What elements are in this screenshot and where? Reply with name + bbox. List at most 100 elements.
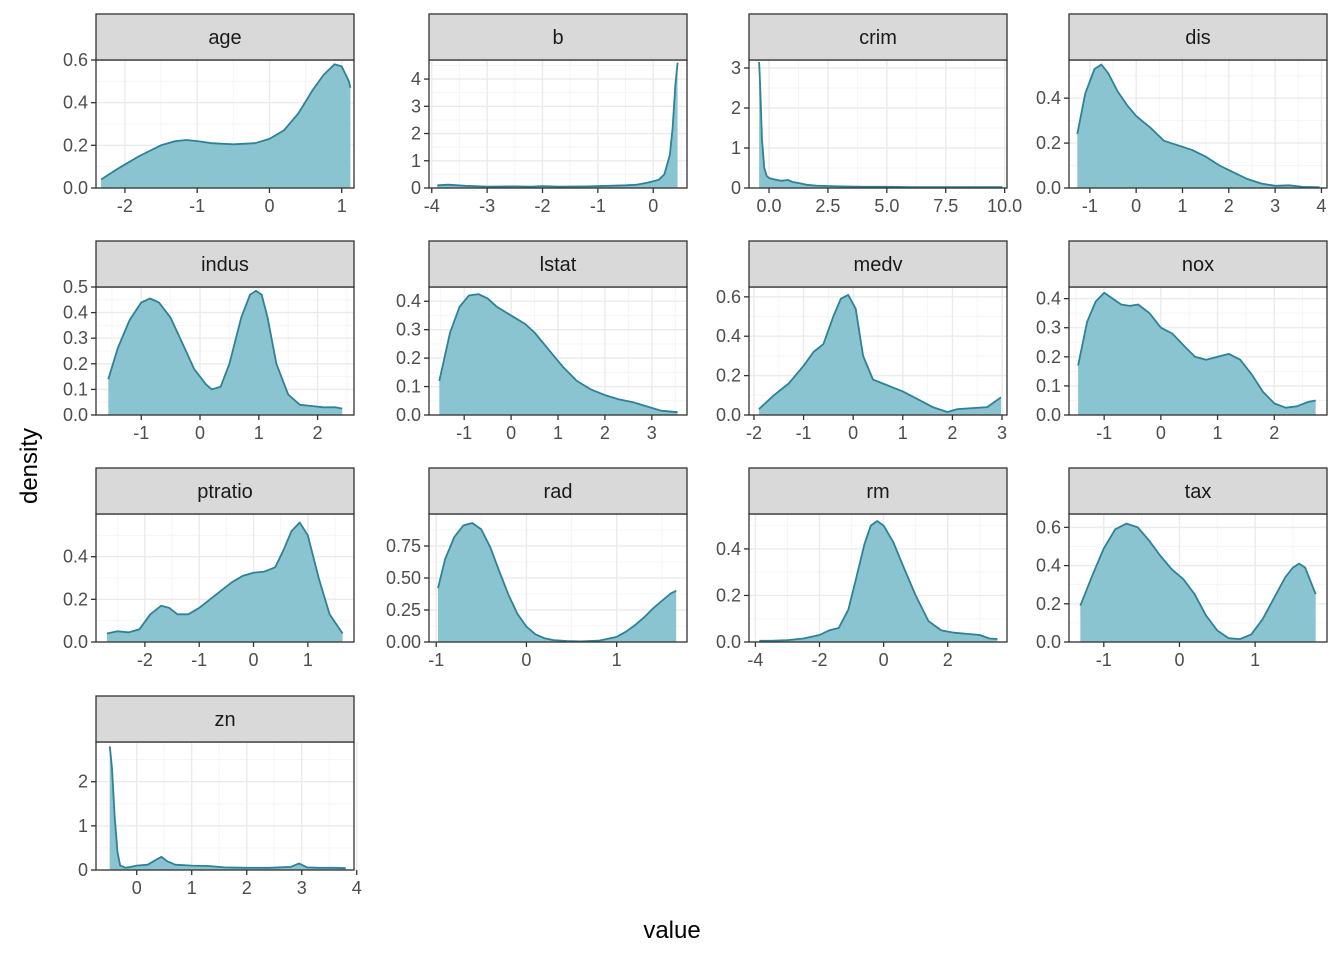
- density-area: [758, 294, 1002, 415]
- facet-strip-label: rm: [866, 481, 889, 503]
- y-tick-label: 0: [731, 178, 741, 198]
- facet-strip-label: indus: [201, 254, 249, 276]
- facet-panel-zn: zn 0 1 2 3 4 0 1 2: [78, 695, 362, 898]
- y-tick-label: 1: [78, 816, 88, 836]
- facet-panel-lstat: lstat -1 0 1 2 3 0.0 0.1 0.2 0.3 0.4: [396, 240, 688, 443]
- y-tick-label: 0.4: [63, 303, 88, 323]
- facet-strip: [95, 467, 355, 515]
- x-tick-label: 1: [303, 650, 313, 670]
- y-tick-label: 0.2: [396, 348, 421, 368]
- x-tick-label: 0: [1174, 650, 1184, 670]
- facet-strip: [95, 695, 355, 743]
- y-tick-label: 0.2: [1036, 133, 1061, 153]
- y-tick-label: 0.0: [63, 178, 88, 198]
- density-line: [108, 746, 346, 870]
- x-tick-label: 1: [553, 423, 563, 443]
- facet-panel-indus: indus -1 0 1 2 0.0 0.1 0.2 0.3 0.4 0.5: [63, 240, 355, 443]
- y-axis-title: density: [16, 427, 43, 505]
- facet-strip: [748, 13, 1008, 61]
- y-tick-label: 0.2: [63, 589, 88, 609]
- x-tick-label: 3: [297, 878, 307, 898]
- facet-panel-rm: rm -4 -2 0 2 0.0 0.2 0.4: [716, 467, 1008, 670]
- density-line: [438, 293, 678, 414]
- facet-panel-crim: crim 0.0 2.5 5.0 7.5 10.0 0 1 2 3: [731, 13, 1022, 216]
- y-tick-label: 0.2: [1036, 594, 1061, 614]
- panel-background: [749, 60, 1007, 188]
- facet-strip-label: ptratio: [197, 481, 253, 503]
- x-tick-label: 2.5: [815, 196, 840, 216]
- y-tick-label: 0.25: [386, 600, 421, 620]
- facet-panel-b: b -4 -3 -2 -1 0 0 1 2 3 4: [411, 13, 688, 216]
- y-tick-label: 0.0: [716, 405, 741, 425]
- facet-strip-label: dis: [1185, 27, 1211, 49]
- x-tick-label: 3: [1270, 196, 1280, 216]
- y-tick-label: 0.6: [63, 50, 88, 70]
- y-tick-label: 0.0: [63, 405, 88, 425]
- density-line: [107, 289, 343, 410]
- density-area: [106, 522, 343, 642]
- x-tick-label: 2: [600, 423, 610, 443]
- x-tick-label: -1: [428, 650, 444, 670]
- x-tick-label: 1: [1213, 423, 1223, 443]
- facet-strip: [1068, 240, 1328, 288]
- density-line: [100, 63, 352, 181]
- facet-panel-medv: medv -2 -1 0 1 2 3 0.0 0.2 0.4 0.6: [716, 240, 1008, 443]
- x-tick-label: -1: [1082, 196, 1098, 216]
- x-tick-label: 1: [337, 196, 347, 216]
- y-tick-label: 2: [731, 98, 741, 118]
- y-tick-label: 0.0: [1036, 405, 1061, 425]
- y-tick-label: 0.2: [1036, 347, 1061, 367]
- x-tick-label: 0: [506, 423, 516, 443]
- x-tick-label: -1: [133, 423, 149, 443]
- density-line: [106, 521, 344, 635]
- x-tick-label: 2: [947, 423, 957, 443]
- facet-panel-ptratio: ptratio -2 -1 0 1 0.0 0.2 0.4: [63, 467, 355, 670]
- density-area: [1078, 292, 1316, 415]
- x-tick-label: 1: [1177, 196, 1187, 216]
- facet-strip-label: crim: [859, 27, 897, 49]
- density-area: [759, 521, 998, 642]
- facet-strip: [95, 240, 355, 288]
- x-tick-label: -2: [812, 650, 828, 670]
- y-tick-label: 0.6: [1036, 517, 1061, 537]
- facet-strip-label: tax: [1185, 481, 1212, 503]
- y-tick-label: 4: [411, 69, 421, 89]
- y-tick-label: 3: [731, 58, 741, 78]
- y-tick-label: 0.00: [386, 632, 421, 652]
- density-area: [1080, 523, 1316, 642]
- x-tick-label: -4: [747, 650, 763, 670]
- x-tick-label: -1: [456, 423, 472, 443]
- facet-strip: [748, 240, 1008, 288]
- y-tick-label: 2: [78, 772, 88, 792]
- facet-strip: [95, 13, 355, 61]
- x-tick-label: 7.5: [933, 196, 958, 216]
- x-tick-label: 0: [879, 650, 889, 670]
- y-tick-label: 0.5: [63, 277, 88, 297]
- x-tick-label: 2: [1224, 196, 1234, 216]
- x-tick-label: 2: [313, 423, 323, 443]
- y-tick-label: 0.6: [716, 287, 741, 307]
- y-tick-label: 0.75: [386, 536, 421, 556]
- x-tick-label: -2: [117, 196, 133, 216]
- x-tick-label: -2: [746, 423, 762, 443]
- x-tick-label: 0: [1156, 423, 1166, 443]
- y-tick-label: 0.3: [396, 320, 421, 340]
- density-line: [758, 61, 1003, 189]
- density-line: [437, 522, 677, 643]
- facet-strip: [1068, 13, 1328, 61]
- facet-panel-nox: nox -1 0 1 2 0.0 0.1 0.2 0.3 0.4: [1036, 240, 1328, 443]
- x-tick-label: 2: [1269, 423, 1279, 443]
- y-tick-label: 0.4: [63, 93, 88, 113]
- density-line: [1079, 522, 1317, 640]
- x-tick-label: 1: [254, 423, 264, 443]
- y-tick-label: 0.50: [386, 568, 421, 588]
- y-tick-label: 0.0: [1036, 178, 1061, 198]
- x-tick-label: 2: [242, 878, 252, 898]
- y-tick-label: 0.0: [1036, 632, 1061, 652]
- y-tick-label: 2: [411, 124, 421, 144]
- x-tick-label: 0: [521, 650, 531, 670]
- x-tick-label: -1: [191, 650, 207, 670]
- facet-strip: [1068, 467, 1328, 515]
- y-tick-label: 0.4: [716, 326, 741, 346]
